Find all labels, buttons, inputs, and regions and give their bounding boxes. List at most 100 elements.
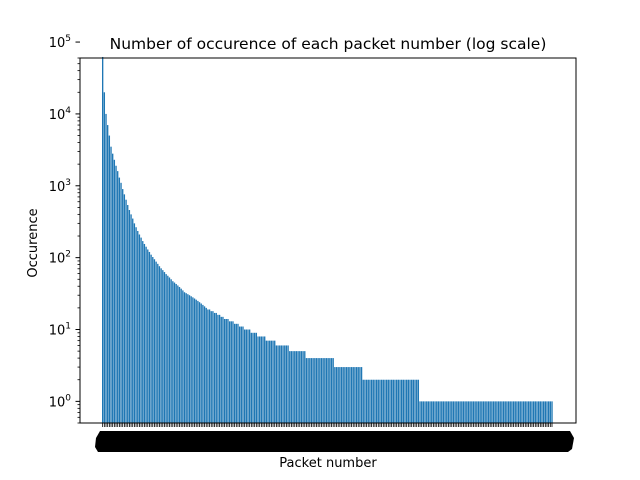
bar <box>332 358 334 423</box>
bar <box>302 351 304 423</box>
bar <box>457 401 460 423</box>
bar <box>335 367 338 423</box>
bar <box>252 332 254 423</box>
y-tick-label: 100 <box>49 393 72 410</box>
bar <box>521 401 523 423</box>
bar <box>340 367 343 423</box>
bar <box>407 379 410 423</box>
bar <box>222 316 224 423</box>
bar <box>431 401 433 423</box>
bar <box>220 316 222 423</box>
bar <box>235 323 237 423</box>
bar <box>122 189 124 423</box>
bar <box>355 367 358 423</box>
bar <box>120 182 122 423</box>
bar <box>389 379 391 423</box>
bar <box>342 367 344 423</box>
x-tick-band <box>95 423 574 452</box>
bar <box>262 336 264 423</box>
bar <box>185 293 187 423</box>
bar <box>437 401 440 423</box>
bar <box>507 401 510 423</box>
bar <box>157 263 159 423</box>
bar <box>406 379 408 423</box>
bar <box>387 379 389 423</box>
bar <box>254 332 256 423</box>
bar <box>501 401 503 423</box>
bar <box>362 379 364 423</box>
bar <box>289 351 291 423</box>
bar <box>411 379 413 423</box>
bar <box>479 401 481 423</box>
bar <box>225 319 227 423</box>
bar <box>245 329 247 423</box>
bar <box>486 401 488 423</box>
bar <box>112 153 114 423</box>
bar <box>128 210 131 423</box>
bar <box>188 295 191 423</box>
bar <box>330 358 333 423</box>
bar <box>314 358 316 423</box>
bar <box>178 287 181 423</box>
bar <box>524 401 526 423</box>
bar <box>137 230 139 423</box>
bar <box>547 401 550 423</box>
bar <box>110 146 112 423</box>
bar <box>162 270 164 423</box>
bar <box>280 345 283 423</box>
bar <box>135 227 137 423</box>
bar <box>160 268 162 423</box>
bar <box>294 351 296 423</box>
bar <box>143 243 146 423</box>
bar <box>148 251 151 423</box>
bar <box>130 214 132 423</box>
bar <box>347 367 349 423</box>
bar <box>233 323 236 423</box>
bar <box>108 135 111 424</box>
bar <box>426 401 428 423</box>
bar <box>529 401 531 423</box>
bar <box>399 379 401 423</box>
bar <box>165 274 167 423</box>
bar <box>198 302 201 423</box>
bar <box>299 351 301 423</box>
bar <box>175 283 177 423</box>
bar <box>215 312 217 423</box>
bar <box>546 401 548 423</box>
y-tick-label: 101 <box>49 322 71 339</box>
bar <box>339 367 341 423</box>
bar <box>329 358 331 423</box>
bar <box>491 401 493 423</box>
bar <box>474 401 476 423</box>
bar <box>279 345 281 423</box>
bar <box>517 401 520 423</box>
bar <box>217 314 219 423</box>
bar <box>439 401 441 423</box>
bar <box>484 401 486 423</box>
bar <box>118 177 121 423</box>
bar <box>394 379 396 423</box>
bar <box>532 401 535 423</box>
bar <box>270 340 273 423</box>
bar <box>379 379 381 423</box>
bar <box>284 345 286 423</box>
bar <box>132 218 134 423</box>
bar <box>401 379 403 423</box>
bar <box>549 401 551 423</box>
bar <box>345 367 348 423</box>
bar <box>442 401 445 423</box>
y-tick-label: 105 <box>49 34 71 51</box>
bar <box>238 326 241 423</box>
bar <box>163 272 166 423</box>
bar <box>105 113 107 424</box>
bar <box>138 234 141 423</box>
bar <box>384 379 386 423</box>
bar <box>380 379 383 423</box>
bar <box>447 401 450 423</box>
bar <box>250 332 252 423</box>
bar <box>193 298 196 423</box>
bar <box>322 358 324 423</box>
bar <box>365 379 368 423</box>
bar <box>210 311 212 423</box>
bar <box>466 401 468 423</box>
